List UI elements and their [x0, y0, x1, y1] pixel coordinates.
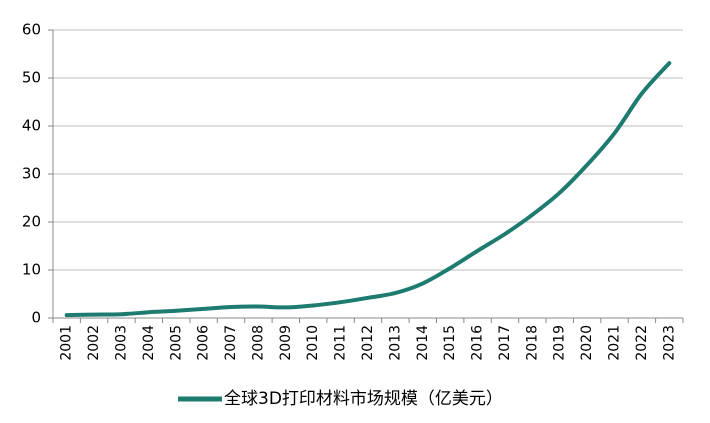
data-point: [174, 309, 178, 313]
data-point: [284, 305, 288, 309]
data-point: [92, 313, 96, 317]
x-tick-label: 2009: [278, 325, 294, 361]
x-tick-label: 2003: [113, 325, 129, 361]
x-tick-label: 2020: [579, 325, 595, 361]
x-tick-label: 2016: [470, 325, 486, 361]
x-axis-ticks: 2001 2002 2003 2004 2005 2006 2007 2008 2009 2010…: [52, 318, 684, 361]
data-point: [311, 304, 315, 308]
x-tick-label: 2005: [168, 325, 184, 361]
series-line: [64, 61, 672, 318]
data-point: [256, 304, 260, 308]
x-tick-label: 2008: [250, 325, 266, 361]
y-tick-label: 30: [22, 165, 41, 183]
series-group: [64, 61, 672, 318]
data-point: [339, 300, 343, 304]
x-tick-label: 2014: [415, 325, 431, 361]
x-tick-label: 2021: [607, 325, 623, 361]
data-point: [229, 305, 233, 309]
x-tick-label: 2011: [333, 325, 349, 361]
x-tick-label: 2022: [634, 325, 650, 361]
data-point: [503, 232, 507, 236]
x-tick-label: 2015: [442, 325, 458, 361]
data-point: [202, 307, 206, 311]
x-tick-label: 2017: [497, 325, 513, 361]
y-tick-label: 10: [22, 261, 41, 279]
x-tick-label: 2012: [360, 325, 376, 361]
y-tick-label: 20: [22, 213, 41, 231]
x-tick-label: 2019: [552, 325, 568, 361]
data-point: [585, 163, 589, 167]
x-tick-label: 2010: [305, 325, 321, 361]
data-point: [119, 312, 123, 316]
x-tick-label: 2023: [661, 325, 677, 361]
x-tick-label: 2006: [196, 325, 212, 361]
y-axis-ticks: 0 10 20 30 40 50 60: [22, 21, 53, 327]
data-point: [530, 213, 534, 217]
y-tick-label: 40: [22, 117, 41, 135]
data-point: [421, 281, 425, 285]
legend: 全球3D打印材料市场规模（亿美元）: [178, 389, 503, 409]
data-point: [65, 313, 69, 317]
x-tick-label: 2007: [223, 325, 239, 361]
y-tick-label: 50: [22, 69, 41, 87]
x-tick-label: 2013: [387, 325, 403, 361]
data-point: [558, 191, 562, 195]
gridlines: [53, 29, 683, 271]
data-point: [640, 91, 644, 95]
x-tick-label: 2001: [59, 325, 75, 361]
data-point: [667, 61, 671, 65]
data-point: [476, 249, 480, 253]
legend-label: 全球3D打印材料市场规模（亿美元）: [224, 389, 503, 409]
data-point: [366, 296, 370, 300]
y-tick-label: 60: [22, 21, 41, 39]
data-point: [147, 310, 151, 314]
data-point: [448, 266, 452, 270]
x-tick-label: 2002: [86, 325, 102, 361]
x-tick-label: 2018: [524, 325, 540, 361]
data-point: [393, 291, 397, 295]
data-point: [613, 131, 617, 135]
x-tick-label: 2004: [141, 325, 157, 361]
y-tick-label: 0: [31, 309, 41, 327]
